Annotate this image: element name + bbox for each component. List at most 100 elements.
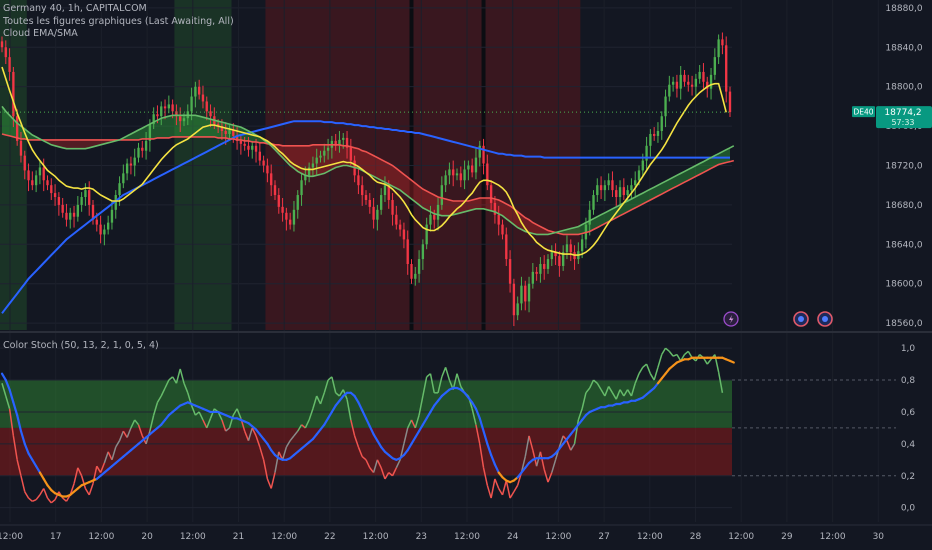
candle-body bbox=[391, 199, 394, 215]
time-axis-label: 12:00 bbox=[728, 532, 754, 542]
price-badge: DE40 18774,257:33 bbox=[852, 106, 932, 129]
candle-body bbox=[622, 187, 626, 196]
price-badge-bg bbox=[876, 106, 932, 129]
candle-body bbox=[239, 140, 243, 144]
price-axis-label: 18840,0 bbox=[885, 43, 922, 53]
candle-body bbox=[478, 145, 481, 158]
candle-body bbox=[410, 264, 413, 279]
stoch-k-segment bbox=[175, 368, 181, 384]
stoch-d-segment bbox=[364, 417, 371, 428]
stoch-k-segment bbox=[308, 408, 314, 421]
candle-body bbox=[637, 170, 641, 181]
candle-body bbox=[626, 190, 629, 196]
candle-body bbox=[372, 206, 375, 220]
stoch-k-segment bbox=[103, 451, 109, 464]
stoch-k-segment bbox=[54, 491, 60, 500]
stoch-k-segment bbox=[687, 350, 693, 359]
stoch-k-segment bbox=[410, 419, 416, 429]
candle-body bbox=[88, 190, 91, 205]
stoch-k-segment bbox=[589, 379, 595, 389]
candle-body bbox=[615, 190, 618, 198]
stochastic-panel bbox=[0, 347, 896, 509]
candle-body bbox=[84, 190, 87, 198]
candle-body bbox=[656, 131, 660, 136]
price-axis-label: 18800,0 bbox=[885, 83, 922, 93]
candle-body bbox=[702, 71, 705, 82]
candle-body bbox=[349, 147, 353, 161]
stoch-k-segment bbox=[475, 424, 481, 444]
candle-body bbox=[482, 145, 485, 164]
stoch-k-segment bbox=[543, 469, 549, 483]
stoch-k-segment bbox=[243, 430, 250, 441]
stoch-d-segment bbox=[490, 453, 497, 466]
candle-body bbox=[486, 163, 489, 186]
candle-body bbox=[232, 130, 235, 136]
stoch-k-segment bbox=[164, 379, 170, 389]
symbol-title[interactable]: Germany 40, 1h, CAPITALCOM bbox=[3, 3, 147, 14]
candle-body bbox=[561, 252, 565, 266]
candle-body bbox=[634, 180, 637, 186]
candle-body bbox=[592, 195, 595, 210]
stoch-axis-label: 0,8 bbox=[901, 376, 916, 386]
candle-body bbox=[304, 175, 307, 181]
candle-body bbox=[201, 94, 205, 102]
stoch-k-segment bbox=[509, 491, 515, 499]
candle-body bbox=[118, 183, 121, 196]
indicator-cloud-label[interactable]: Cloud EMA/SMA bbox=[3, 28, 78, 39]
stoch-k-segment bbox=[126, 427, 132, 438]
candle-body bbox=[546, 259, 550, 269]
stoch-d-segment bbox=[414, 429, 421, 439]
stoch-k-segment bbox=[194, 411, 200, 416]
candle-body bbox=[209, 111, 212, 117]
stoch-k-segment bbox=[414, 414, 420, 429]
candle-body bbox=[603, 185, 607, 191]
stoch-k-segment bbox=[266, 478, 272, 489]
candle-body bbox=[266, 165, 269, 174]
stoch-k-segment bbox=[684, 350, 689, 356]
calendar-event-icon[interactable] bbox=[793, 311, 809, 327]
time-axis-label: 12:00 bbox=[363, 532, 389, 542]
candle-body bbox=[179, 116, 182, 122]
stoch-k-segment bbox=[255, 435, 261, 448]
candle-body bbox=[683, 74, 686, 82]
candle-body bbox=[706, 81, 709, 89]
candle-body bbox=[38, 167, 42, 176]
candle-body bbox=[611, 180, 614, 191]
stoch-k-segment bbox=[657, 354, 663, 368]
indicator-patterns-label[interactable]: Toutes les figures graphiques (Last Awai… bbox=[3, 15, 234, 27]
stoch-k-segment bbox=[384, 472, 390, 480]
stoch-k-segment bbox=[137, 424, 144, 437]
stoch-k-segment bbox=[429, 373, 435, 393]
candle-body bbox=[539, 264, 542, 274]
stoch-k-segment bbox=[353, 435, 360, 448]
stoch-k-segment bbox=[626, 389, 633, 397]
stoch-d-segment bbox=[372, 433, 379, 442]
stoch-d-segment bbox=[471, 401, 478, 410]
candle-body bbox=[649, 133, 652, 146]
event-icon-dot bbox=[798, 316, 804, 322]
candle-body bbox=[53, 193, 57, 198]
stoch-k-segment bbox=[551, 459, 557, 473]
lightning-icon[interactable] bbox=[723, 311, 739, 327]
stoch-k-segment bbox=[376, 459, 382, 469]
candle-body bbox=[641, 160, 644, 171]
stoch-k-segment bbox=[593, 379, 598, 384]
candle-body bbox=[728, 91, 732, 113]
stoch-d-segment bbox=[330, 404, 337, 414]
candle-body bbox=[565, 244, 569, 253]
calendar-event-icon[interactable] bbox=[817, 311, 833, 327]
stoch-k-segment bbox=[149, 414, 155, 432]
stoch-k-segment bbox=[152, 402, 159, 416]
stoch-d-segment bbox=[23, 442, 30, 455]
stoch-indicator-label[interactable]: Color Stoch (50, 13, 2, 1, 0, 5, 4) bbox=[3, 340, 159, 351]
stoch-k-segment bbox=[24, 491, 30, 499]
candle-body bbox=[675, 81, 679, 89]
candle-body bbox=[27, 170, 30, 181]
stoch-k-segment bbox=[35, 494, 41, 501]
stoch-d-segment bbox=[425, 410, 432, 420]
stoch-k-segment bbox=[285, 440, 291, 448]
candle-body bbox=[387, 185, 390, 200]
candle-body bbox=[671, 81, 675, 85]
candle-body bbox=[262, 160, 265, 166]
